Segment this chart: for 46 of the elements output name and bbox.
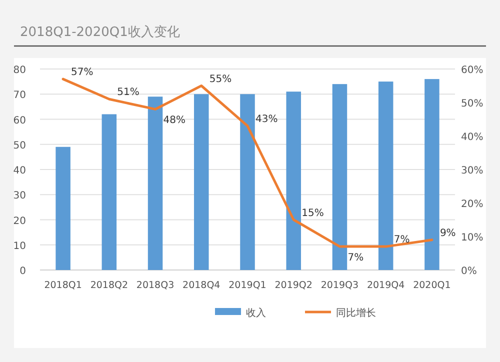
legend-label: 收入: [246, 307, 266, 319]
x-tick-label: 2018Q2: [90, 280, 128, 291]
bar: [148, 96, 163, 270]
x-tick-label: 2019Q2: [274, 280, 312, 291]
chart-title: 2018Q1-2020Q1收入变化: [20, 25, 180, 40]
bar: [240, 94, 255, 270]
x-tick-label: 2020Q1: [413, 280, 451, 291]
y2-tick-label: 20%: [461, 199, 484, 210]
bar: [286, 92, 301, 270]
y2-tick-label: 40%: [461, 132, 484, 143]
data-label: 43%: [256, 114, 278, 125]
y2-tick-label: 10%: [461, 232, 484, 244]
x-tick-label: 2019Q4: [366, 280, 405, 291]
y2-tick-label: 50%: [461, 98, 484, 110]
bar: [102, 114, 117, 270]
x-tick-label: 2019Q3: [320, 280, 359, 291]
y2-tick-label: 0%: [461, 266, 477, 277]
y2-tick-label: 30%: [461, 166, 484, 176]
x-tick-label: 2018Q3: [136, 280, 174, 291]
y-tick-label: 50: [13, 140, 26, 152]
data-label: 55%: [209, 74, 232, 85]
y-tick-label: 40: [13, 166, 26, 176]
y-tick-label: 10: [13, 240, 26, 252]
y-tick-label: 20: [13, 216, 26, 227]
bar: [194, 94, 209, 270]
bar: [424, 79, 440, 270]
y2-tick-label: 60%: [461, 65, 484, 76]
bar: [56, 146, 70, 270]
x-tick-label: 2019Q1: [228, 280, 266, 291]
bar: [378, 82, 394, 270]
data-label: 9%: [440, 228, 456, 239]
data-label: 57%: [71, 67, 94, 78]
bar: [332, 84, 348, 270]
y-tick-label: 0: [20, 266, 26, 277]
y-tick-label: 80: [13, 65, 26, 76]
y-tick-label: 60: [13, 115, 26, 126]
data-label: 48%: [163, 115, 186, 126]
y-tick-label: 70: [13, 90, 26, 102]
x-tick-label: 2018Q1: [44, 280, 82, 291]
legend-label: 同比增长: [336, 307, 376, 319]
data-label: 15%: [302, 208, 324, 219]
x-tick-label: 2018Q4: [182, 280, 220, 291]
data-label: 51%: [117, 87, 140, 98]
data-label: 7%: [348, 252, 364, 264]
data-label: 7%: [394, 234, 410, 246]
y-tick-label: 30: [13, 190, 26, 202]
